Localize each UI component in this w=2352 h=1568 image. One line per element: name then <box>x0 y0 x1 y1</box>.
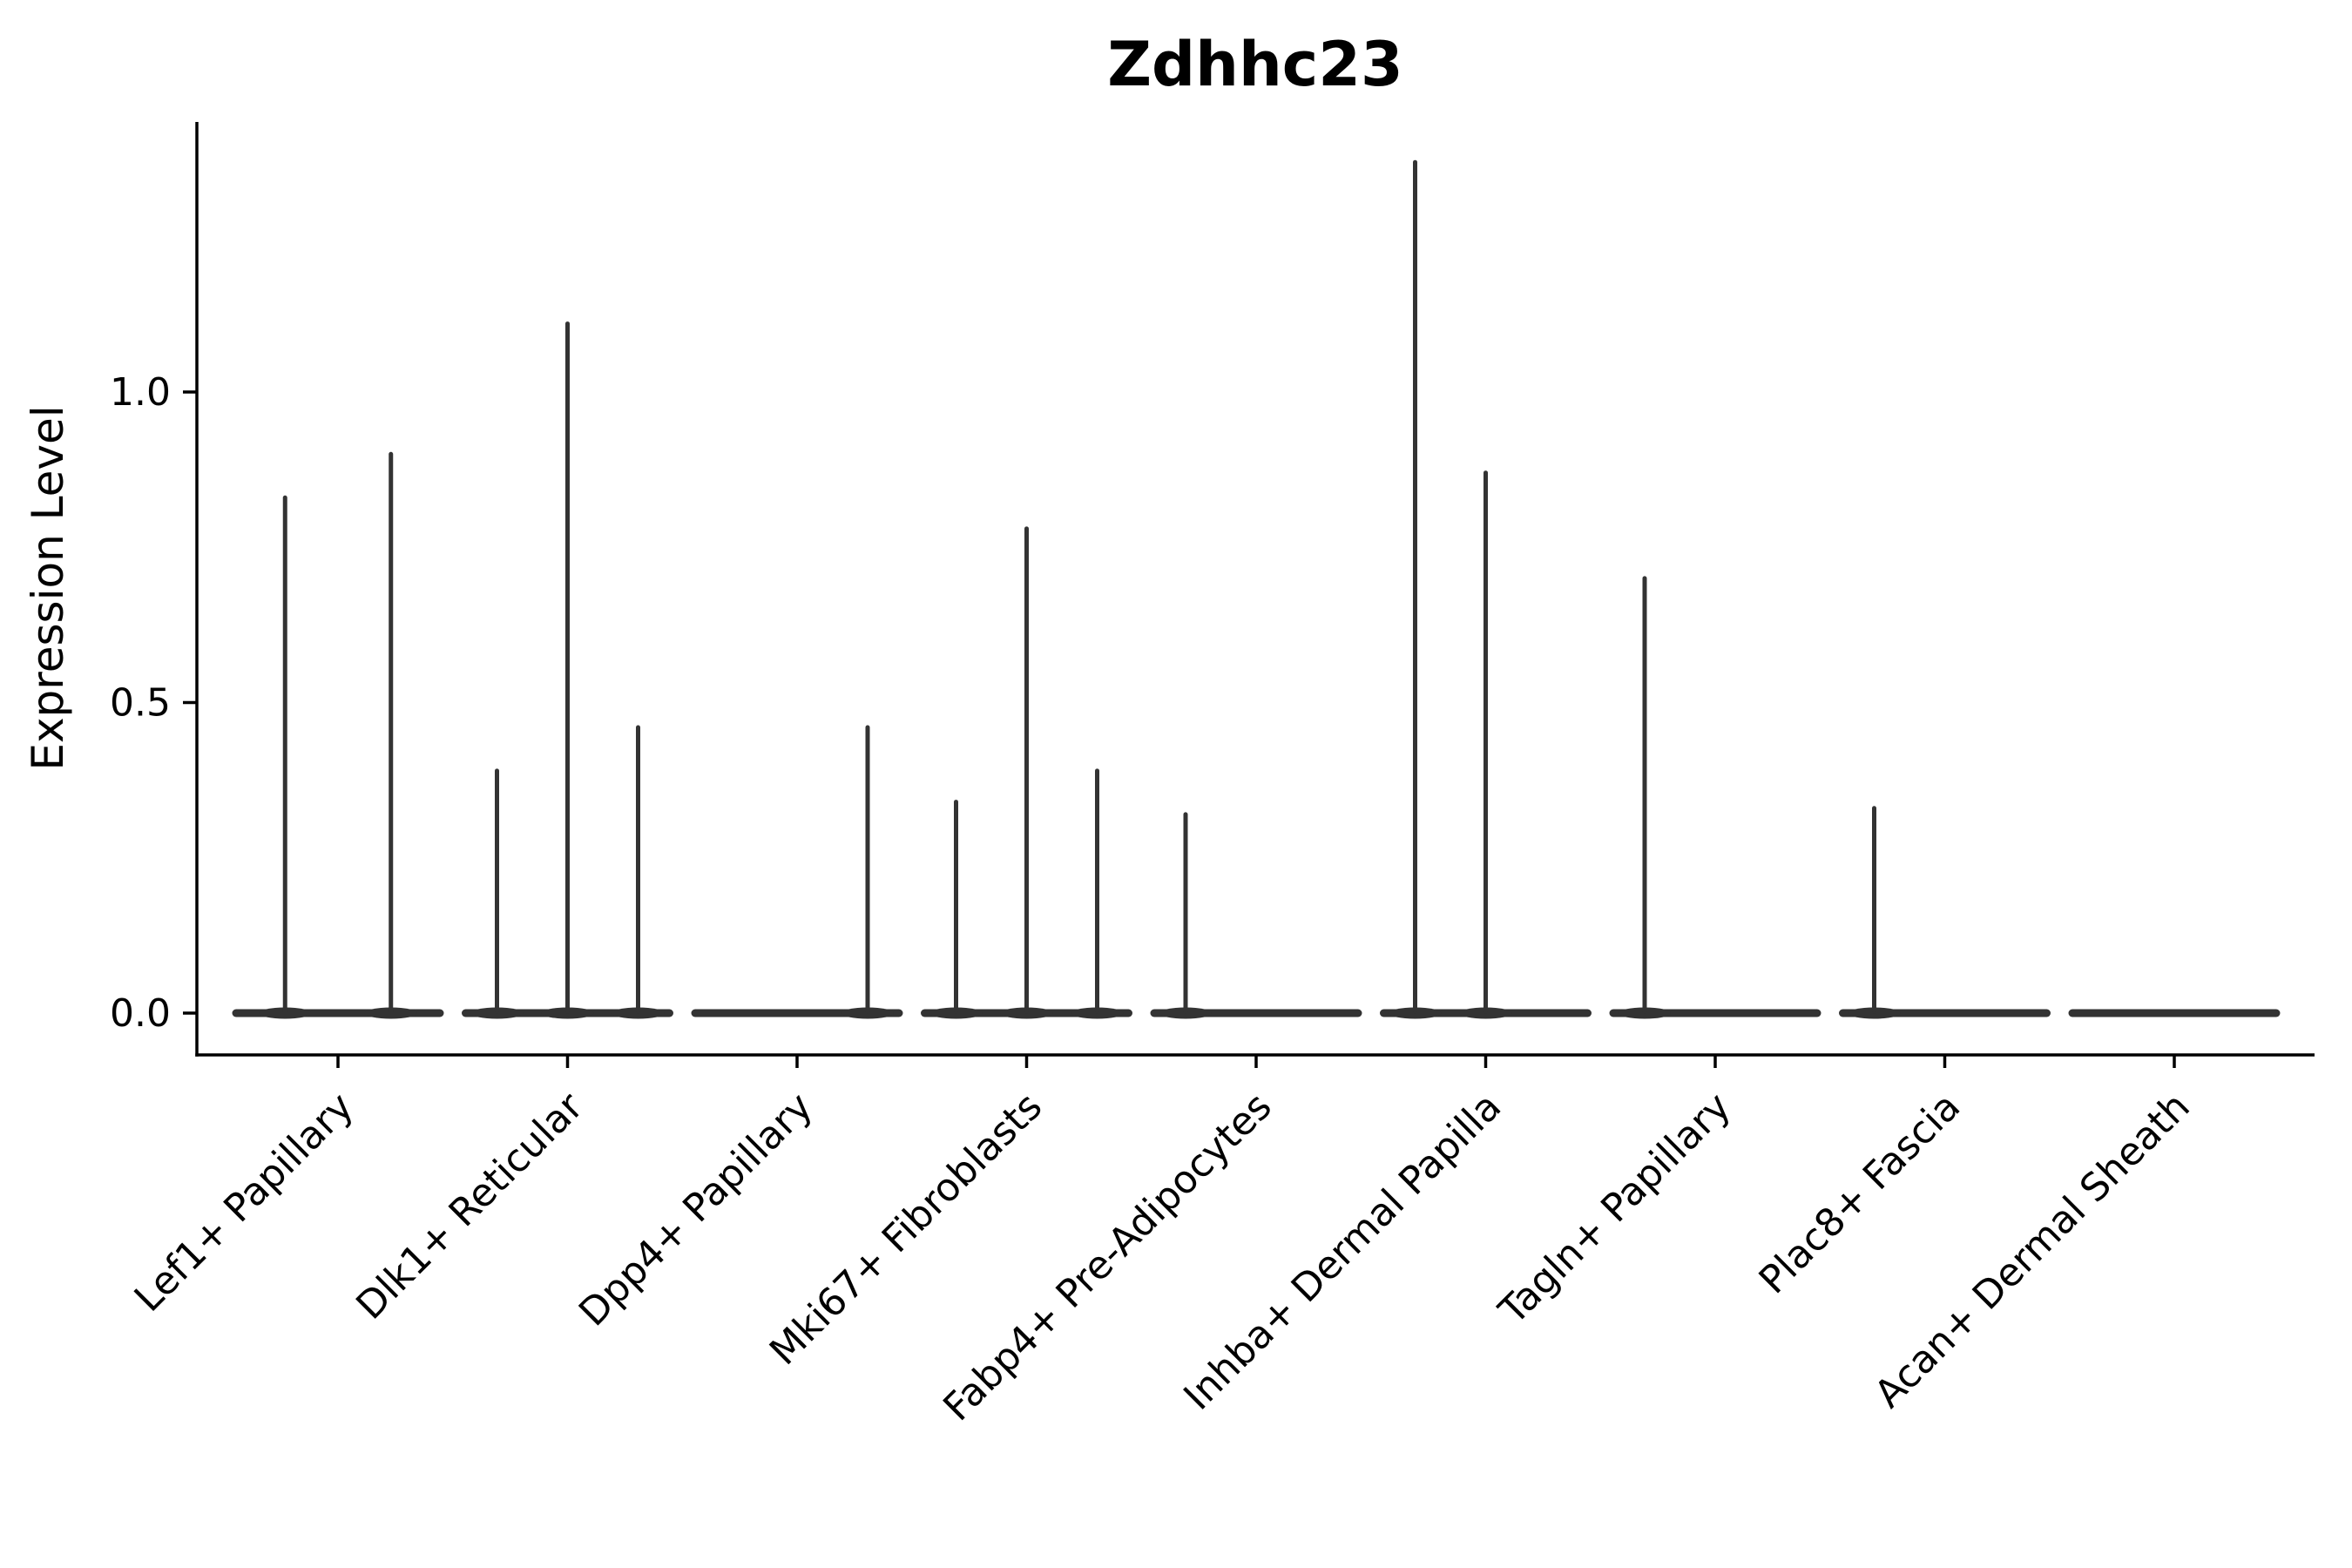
x-tick-label: Tagln+ Papillary <box>1490 1085 1740 1334</box>
x-tick-label: Dlk1+ Reticular <box>348 1084 592 1328</box>
x-tick-label: Lef1+ Papillary <box>126 1085 362 1321</box>
violin-group <box>921 526 1132 1019</box>
violins-layer <box>232 159 2281 1019</box>
violin-group <box>232 451 444 1019</box>
y-tick-label: 0.0 <box>110 991 171 1036</box>
violin-group <box>2068 1009 2281 1017</box>
violin-group <box>1609 576 1821 1019</box>
violin-group <box>691 725 903 1019</box>
plot-title: Zdhhc23 <box>1107 29 1402 100</box>
violin-group <box>1380 159 1592 1019</box>
violin-baseline <box>2068 1009 2281 1017</box>
violin-group <box>1839 806 2051 1019</box>
violin-group <box>462 321 673 1019</box>
y-axis-label: Expression Level <box>23 405 73 770</box>
y-tick-label: 0.5 <box>110 681 171 726</box>
violin-group <box>1150 812 1362 1019</box>
x-tick-label: Plac8+ Fascia <box>1751 1085 1970 1303</box>
y-tick-label: 1.0 <box>110 370 171 415</box>
x-tick-label: Dpp4+ Papillary <box>571 1085 821 1335</box>
